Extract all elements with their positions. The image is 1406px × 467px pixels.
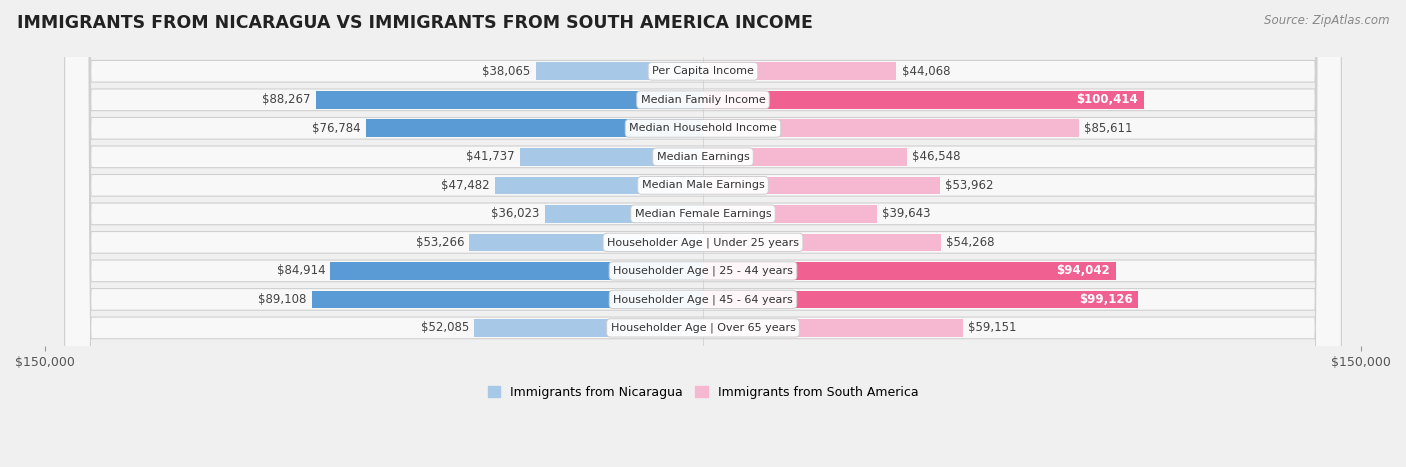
Text: Source: ZipAtlas.com: Source: ZipAtlas.com: [1264, 14, 1389, 27]
FancyBboxPatch shape: [65, 0, 1341, 467]
Text: $52,085: $52,085: [420, 321, 470, 334]
FancyBboxPatch shape: [65, 0, 1341, 467]
Text: Median Male Earnings: Median Male Earnings: [641, 180, 765, 191]
Bar: [474, 319, 703, 337]
Text: Median Female Earnings: Median Female Earnings: [634, 209, 772, 219]
Text: $84,914: $84,914: [277, 264, 325, 277]
Text: $41,737: $41,737: [465, 150, 515, 163]
Text: $53,962: $53,962: [945, 179, 994, 192]
Bar: [703, 148, 907, 166]
Text: $76,784: $76,784: [312, 122, 361, 135]
Text: Median Earnings: Median Earnings: [657, 152, 749, 162]
Bar: [316, 91, 703, 109]
Legend: Immigrants from Nicaragua, Immigrants from South America: Immigrants from Nicaragua, Immigrants fr…: [482, 381, 924, 404]
Text: Householder Age | 45 - 64 years: Householder Age | 45 - 64 years: [613, 294, 793, 304]
Bar: [366, 120, 703, 137]
FancyBboxPatch shape: [65, 0, 1341, 467]
Text: Householder Age | Under 25 years: Householder Age | Under 25 years: [607, 237, 799, 248]
Bar: [703, 91, 1143, 109]
FancyBboxPatch shape: [65, 0, 1341, 467]
FancyBboxPatch shape: [65, 0, 1341, 467]
Text: $100,414: $100,414: [1077, 93, 1139, 106]
FancyBboxPatch shape: [65, 0, 1341, 467]
Bar: [703, 319, 963, 337]
Text: Median Household Income: Median Household Income: [628, 123, 778, 133]
Text: $89,108: $89,108: [259, 293, 307, 306]
Bar: [330, 262, 703, 280]
Text: Householder Age | Over 65 years: Householder Age | Over 65 years: [610, 323, 796, 333]
Text: $53,266: $53,266: [416, 236, 464, 249]
FancyBboxPatch shape: [65, 0, 1341, 467]
Text: $99,126: $99,126: [1078, 293, 1133, 306]
Bar: [520, 148, 703, 166]
Bar: [312, 290, 703, 308]
Bar: [703, 205, 877, 223]
Text: IMMIGRANTS FROM NICARAGUA VS IMMIGRANTS FROM SOUTH AMERICA INCOME: IMMIGRANTS FROM NICARAGUA VS IMMIGRANTS …: [17, 14, 813, 32]
Text: $85,611: $85,611: [1084, 122, 1132, 135]
FancyBboxPatch shape: [65, 0, 1341, 467]
Bar: [703, 120, 1078, 137]
Text: $88,267: $88,267: [262, 93, 311, 106]
FancyBboxPatch shape: [65, 0, 1341, 467]
Bar: [495, 177, 703, 194]
Bar: [703, 262, 1115, 280]
Bar: [470, 234, 703, 251]
Text: Per Capita Income: Per Capita Income: [652, 66, 754, 76]
Text: $36,023: $36,023: [491, 207, 540, 220]
FancyBboxPatch shape: [65, 0, 1341, 467]
Text: $44,068: $44,068: [901, 65, 950, 78]
Bar: [703, 177, 939, 194]
Bar: [703, 234, 941, 251]
Bar: [703, 63, 897, 80]
Text: $54,268: $54,268: [946, 236, 995, 249]
Text: $47,482: $47,482: [441, 179, 489, 192]
Text: Householder Age | 25 - 44 years: Householder Age | 25 - 44 years: [613, 266, 793, 276]
Text: $59,151: $59,151: [967, 321, 1017, 334]
Bar: [546, 205, 703, 223]
Bar: [703, 290, 1137, 308]
Text: $94,042: $94,042: [1056, 264, 1111, 277]
Text: $38,065: $38,065: [482, 65, 530, 78]
Text: Median Family Income: Median Family Income: [641, 95, 765, 105]
Text: $39,643: $39,643: [882, 207, 931, 220]
Bar: [536, 63, 703, 80]
Text: $46,548: $46,548: [912, 150, 960, 163]
